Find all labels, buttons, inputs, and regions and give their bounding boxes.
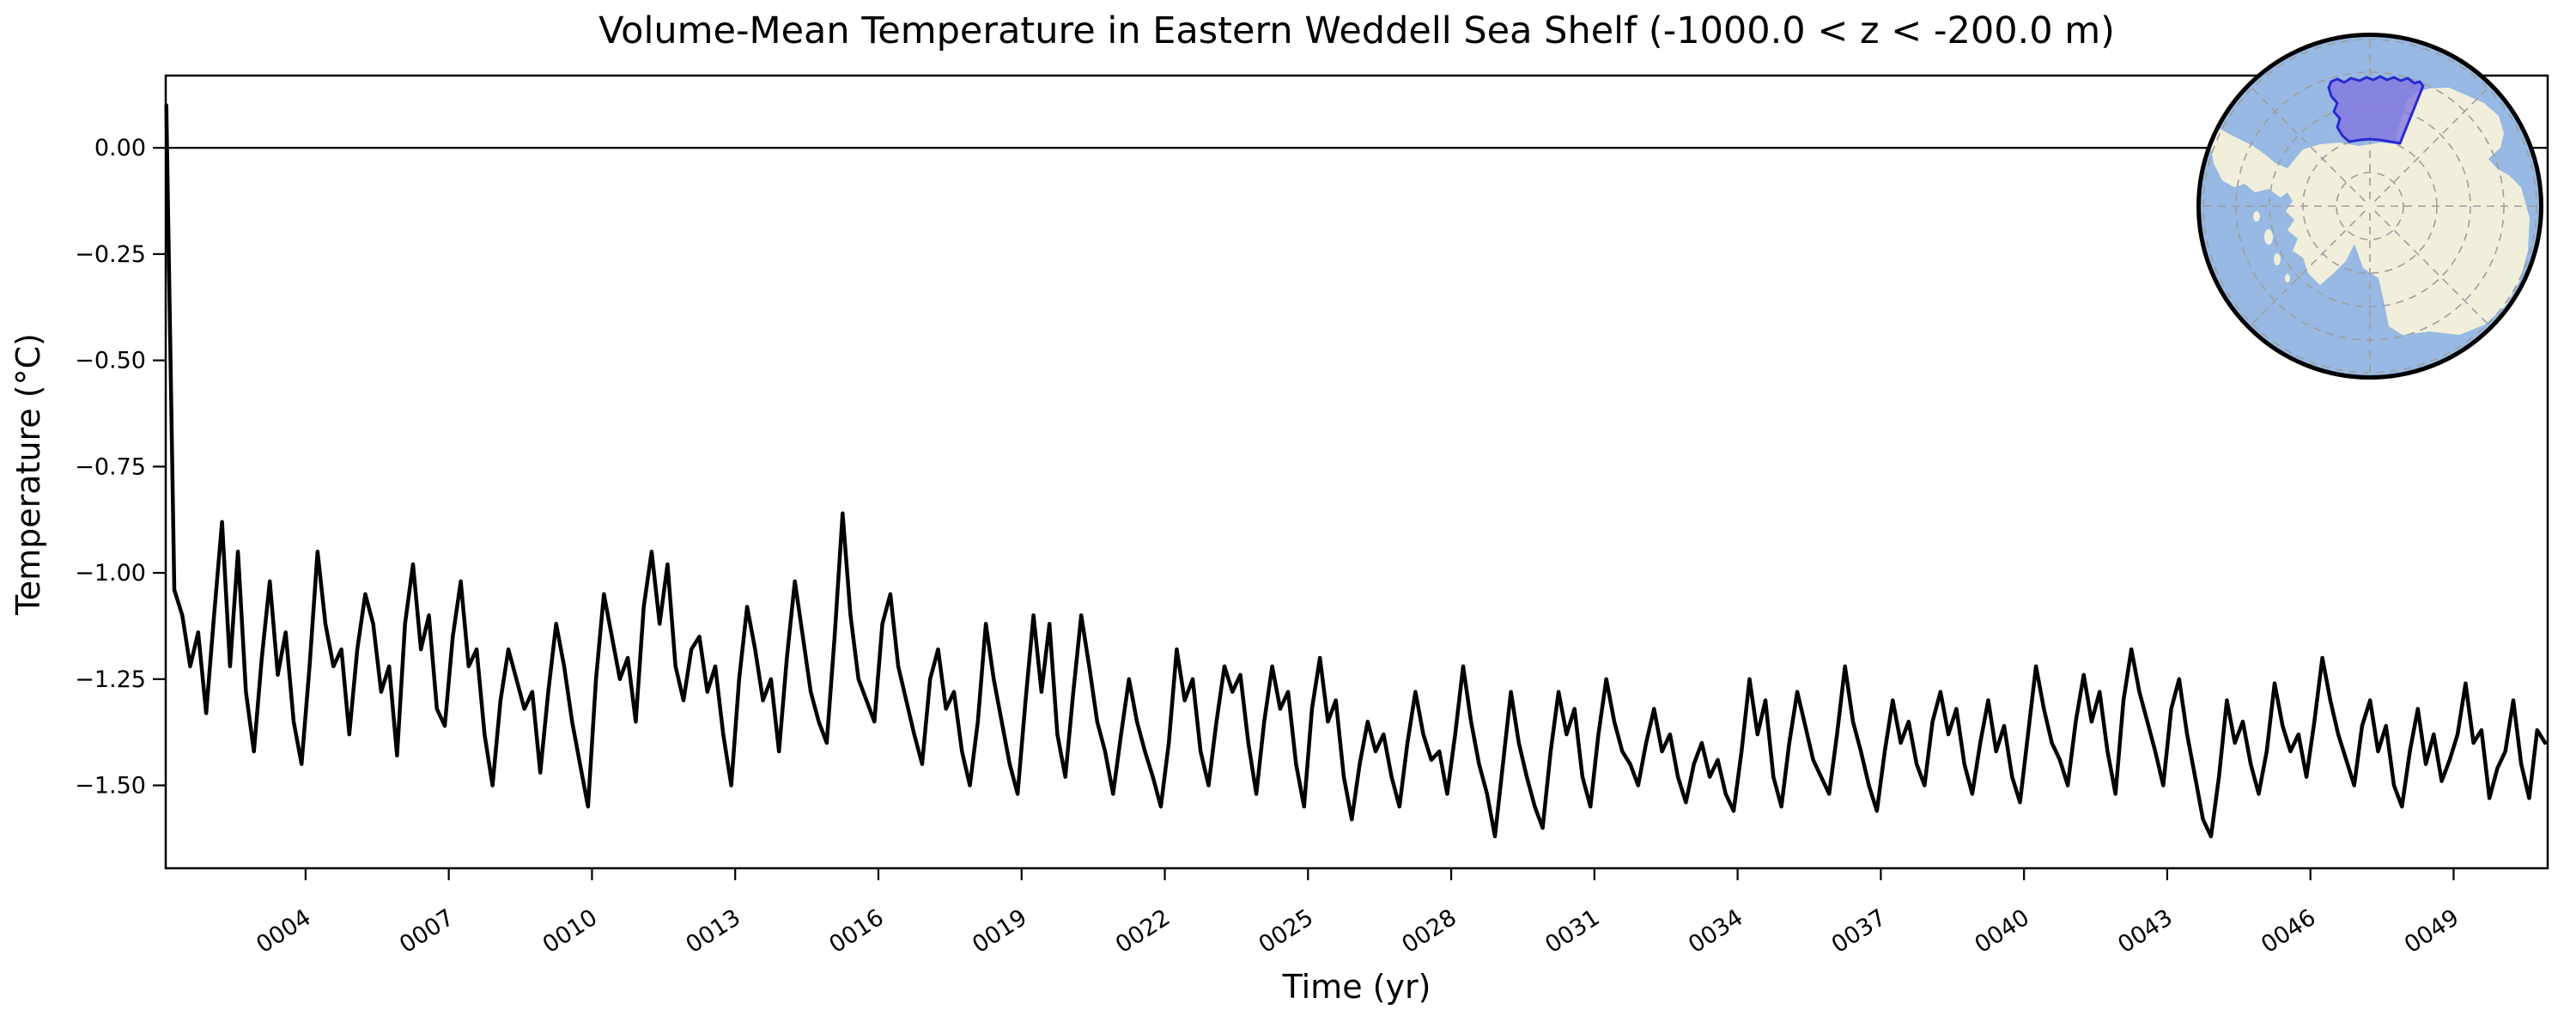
x-tick-label: 0019: [968, 904, 1032, 958]
y-tick-label: −0.50: [75, 348, 146, 374]
x-tick-label: 0031: [1540, 904, 1605, 958]
x-tick-label: 0016: [824, 904, 889, 958]
island: [2274, 253, 2281, 265]
weddell-region-polygon: [2327, 75, 2425, 145]
x-tick-label: 0025: [1255, 904, 1319, 958]
x-tick-label: 0010: [538, 904, 603, 958]
island: [2285, 274, 2290, 283]
y-tick-label: −0.25: [75, 241, 146, 268]
inset-map: [2196, 33, 2543, 380]
y-tick-label: −1.00: [75, 560, 146, 587]
antarctica-landmass: [2210, 88, 2530, 335]
island: [2264, 229, 2273, 245]
graticule-circle: [2336, 172, 2404, 240]
x-tick-label: 0043: [2113, 904, 2178, 958]
island: [2253, 211, 2260, 222]
temperature-series-line: [164, 103, 2548, 839]
chart-title: Volume-Mean Temperature in Eastern Wedde…: [598, 9, 2115, 52]
y-axis: 0.00 −0.25 −0.50 −0.75 −1.00 −1.25 −1.50: [75, 135, 166, 799]
x-tick-label: 0007: [395, 904, 459, 958]
axes-spines: [164, 74, 2549, 870]
y-tick-label: 0.00: [94, 135, 146, 161]
x-tick-label: 0013: [681, 904, 745, 958]
plot-area: [164, 74, 2549, 870]
graticule-circle: [2202, 39, 2537, 374]
x-tick-label: 0034: [1684, 904, 1748, 958]
y-tick-label: −1.25: [75, 666, 146, 693]
y-axis-label: Temperature (°C): [9, 333, 47, 616]
x-tick-label: 0022: [1111, 904, 1176, 958]
x-tick-label: 0004: [252, 904, 316, 958]
x-tick-label: 0040: [1970, 904, 2034, 958]
x-axis-label: Time (yr): [1282, 968, 1431, 1006]
y-tick-label: −0.75: [75, 453, 146, 480]
y-tick-label: −1.50: [75, 772, 146, 799]
graticule: [2200, 36, 2540, 376]
x-tick-label: 0049: [2400, 904, 2464, 958]
x-tick-label: 0028: [1397, 904, 1461, 958]
map-rim: [2197, 33, 2543, 379]
x-axis: 0004 0007 0010 0013 0016 0019 0022 0025 0028 0031…: [252, 868, 2464, 958]
x-tick-label: 0046: [2257, 904, 2321, 958]
x-tick-label: 0037: [1827, 904, 1892, 958]
